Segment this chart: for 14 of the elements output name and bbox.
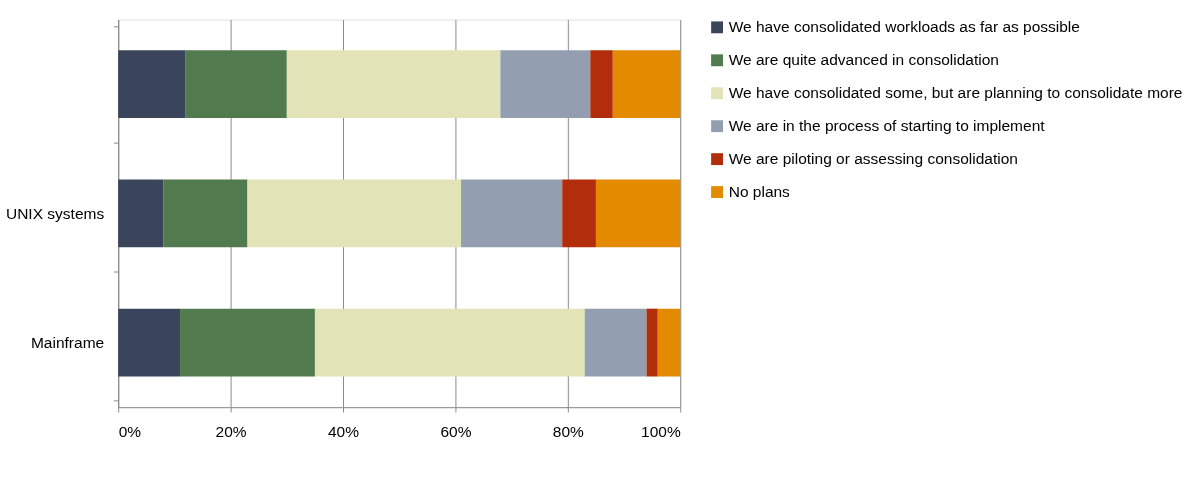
x-tick-label: 60%: [440, 422, 472, 440]
x-tick-label: 80%: [552, 422, 585, 440]
legend-label: We are piloting or assessing consolidation: [728, 149, 1018, 167]
x-tick-label: 20%: [215, 422, 247, 440]
y-tick-label: UNIX systems: [5, 204, 105, 222]
legend-label: No plans: [728, 182, 791, 200]
legend-label: We have consolidated workloads as far as possible: [728, 18, 1080, 36]
y-tick-label: Mainframe: [30, 333, 105, 351]
legend-label: We have consolidated some, but are planning to consolidate more: [728, 84, 1183, 102]
x-tick-label: 40%: [328, 422, 360, 440]
x-tick-label: 0%: [118, 422, 142, 440]
legend-label: We are in the process of starting to implement: [728, 117, 1046, 135]
legend-label: We are quite advanced in consolidation: [728, 51, 999, 69]
x-tick-label: 100%: [641, 422, 681, 440]
